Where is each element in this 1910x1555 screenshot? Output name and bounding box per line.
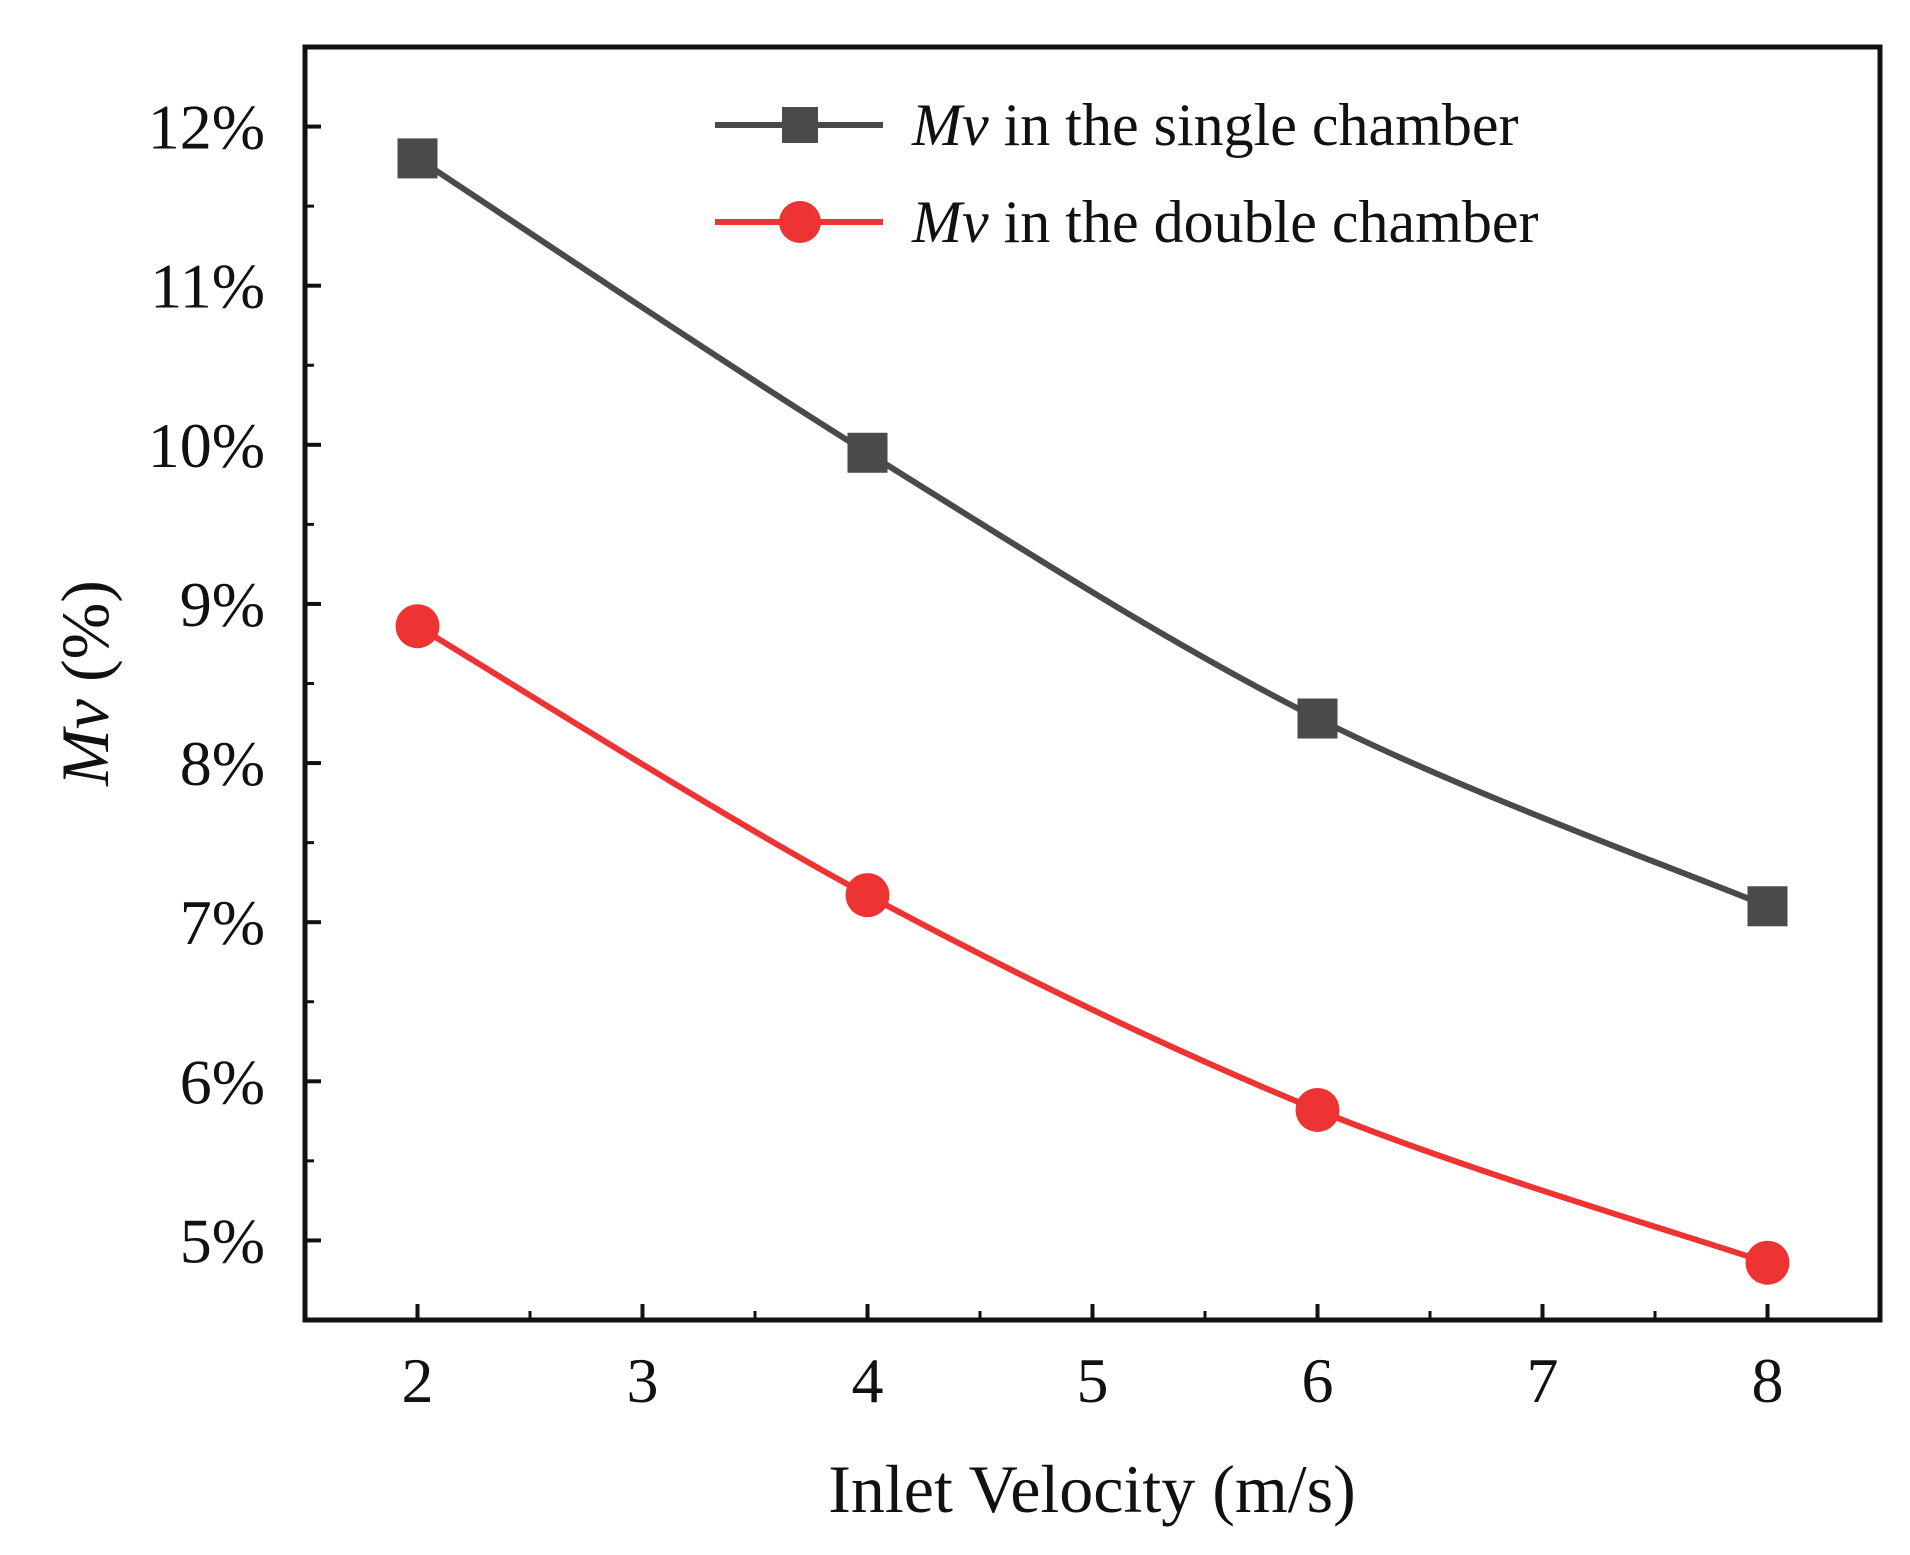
x-tick-label: 8 xyxy=(1752,1345,1784,1416)
legend-label-single-italic: Mv xyxy=(911,92,989,158)
legend-marker-circle xyxy=(779,201,821,243)
data-point-square xyxy=(1297,698,1338,739)
y-tick-label: 7% xyxy=(180,887,265,958)
y-tick-label: 10% xyxy=(148,410,265,481)
x-tick-label: 7 xyxy=(1527,1345,1559,1416)
data-point-circle xyxy=(395,604,440,649)
data-point-square xyxy=(1747,886,1788,927)
x-axis-title: Inlet Velocity (m/s) xyxy=(828,1451,1356,1527)
legend-label-double: Mv in the double chamber xyxy=(911,189,1538,255)
legend-item-double: Mv in the double chamber xyxy=(715,189,1538,255)
y-axis-title-rest: (%) xyxy=(47,580,123,699)
data-point-circle xyxy=(1745,1240,1790,1285)
data-point-square xyxy=(397,138,438,179)
legend-label-double-italic: Mv xyxy=(911,189,989,255)
y-tick-label: 12% xyxy=(148,92,265,163)
x-tick-label: 2 xyxy=(402,1345,434,1416)
y-tick-label: 5% xyxy=(180,1205,265,1276)
y-axis-title: Mv (%) xyxy=(47,580,123,787)
data-point-square xyxy=(847,432,888,473)
series-layer xyxy=(395,138,1790,1285)
y-tick-label: 8% xyxy=(180,728,265,799)
y-axis: 5% 6% 7% 8% 9% 10% 11% 12% xyxy=(148,92,321,1276)
x-tick-label: 5 xyxy=(1077,1345,1109,1416)
y-tick-label: 6% xyxy=(180,1046,265,1117)
legend: Mv in the single chamber Mv in the doubl… xyxy=(715,92,1538,255)
legend-item-single: Mv in the single chamber xyxy=(715,92,1518,158)
series-double-chamber xyxy=(395,604,1790,1285)
data-point-circle xyxy=(845,873,890,918)
legend-marker-square xyxy=(782,107,818,143)
legend-label-single-rest: in the single chamber xyxy=(989,92,1519,158)
x-tick-label: 3 xyxy=(627,1345,659,1416)
legend-label-double-rest: in the double chamber xyxy=(989,189,1539,255)
data-point-circle xyxy=(1295,1087,1340,1132)
x-axis: 2 3 4 5 6 7 8 xyxy=(402,1304,1784,1416)
y-tick-label: 11% xyxy=(150,251,265,322)
y-axis-title-italic: Mv xyxy=(47,698,123,787)
x-tick-label: 6 xyxy=(1302,1345,1334,1416)
legend-label-single: Mv in the single chamber xyxy=(911,92,1518,158)
series-single-chamber xyxy=(397,138,1788,927)
series-line xyxy=(415,155,1769,910)
series-line xyxy=(415,623,1769,1266)
x-tick-label: 4 xyxy=(852,1345,884,1416)
y-tick-label: 9% xyxy=(180,569,265,640)
